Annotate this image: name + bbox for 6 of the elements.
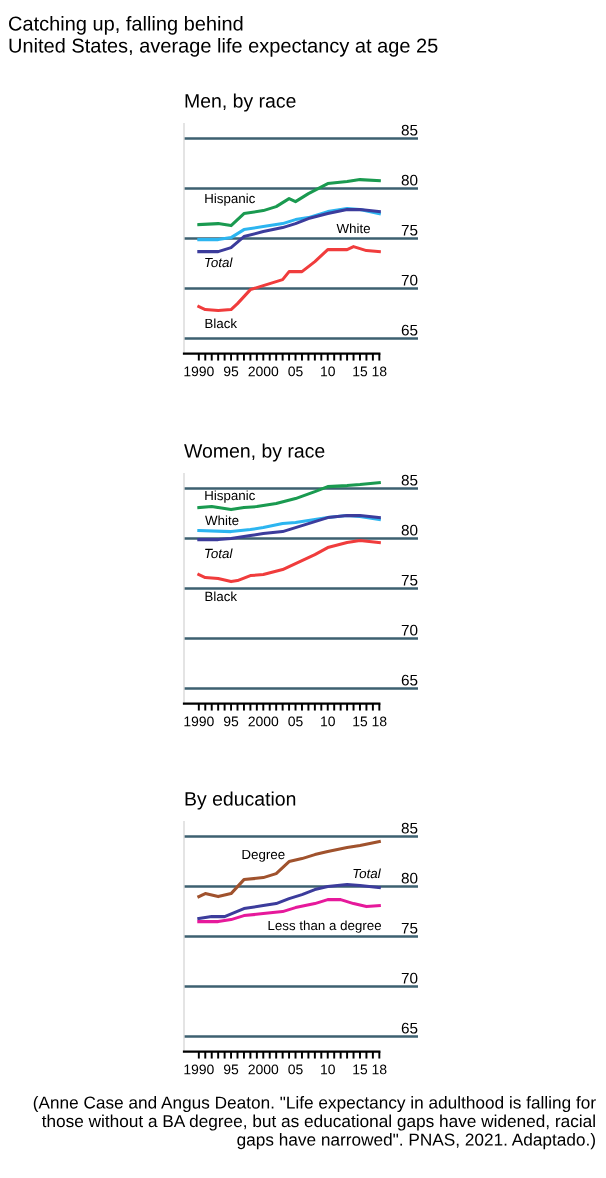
chart-title: Women, by race bbox=[184, 443, 325, 462]
chart-title: Men, by race bbox=[185, 93, 296, 112]
text: United States, average life expectancy at age 25 bbox=[9, 38, 438, 57]
text: Catching up, falling behind bbox=[9, 16, 243, 35]
chart-title: By education bbox=[185, 791, 296, 810]
text: (Anne Case and Angus Deaton. "Life expectancy in adulthood is falling for those without a BA degree, but as educational gaps have widened, racial gaps have narrowed". PNAS, 2021. Adaptado.) bbox=[33, 1096, 596, 1150]
